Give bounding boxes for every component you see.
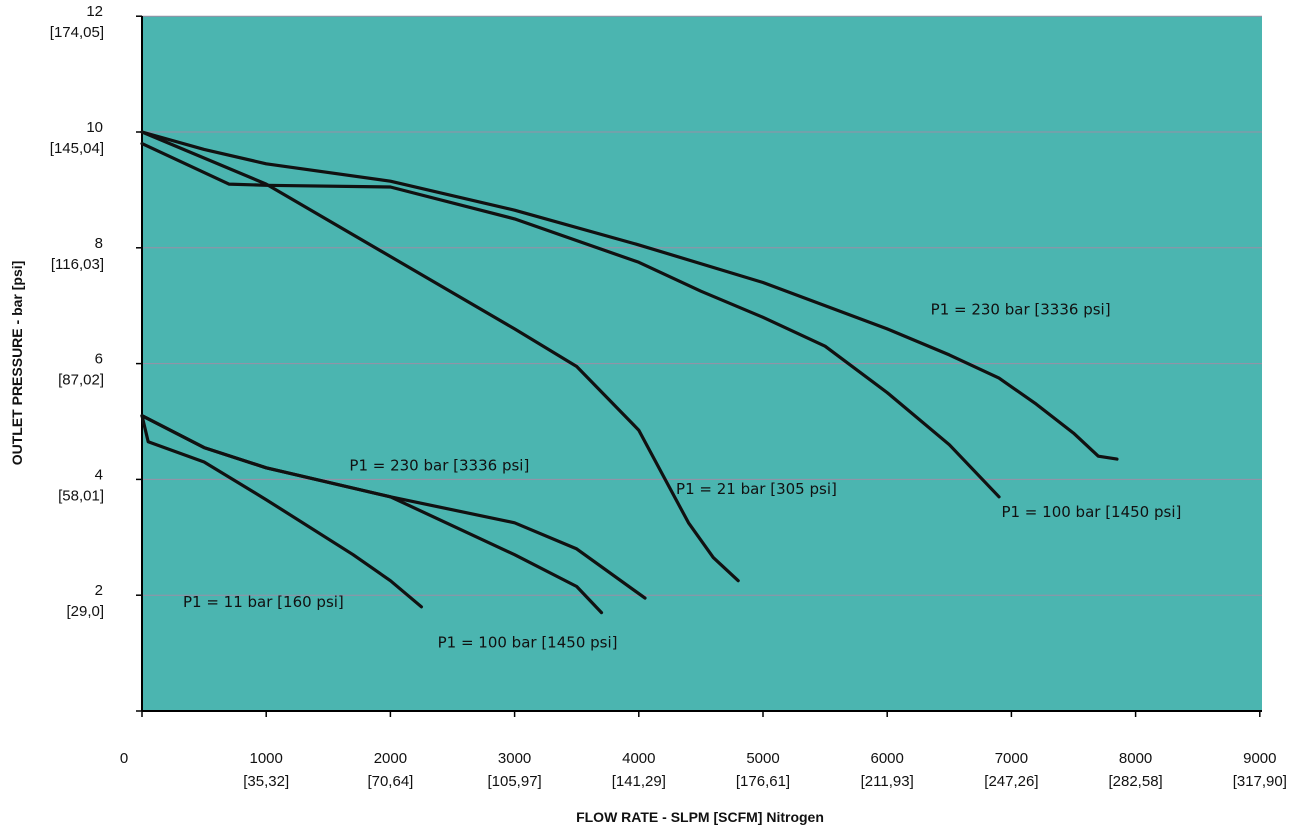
y-tick-label: 10 — [86, 119, 103, 136]
series-lines — [140, 130, 1119, 615]
x-tick-sublabel: [35,32] — [243, 773, 289, 790]
x-tick-label: 5000 — [746, 750, 779, 767]
x-tick-label: 8000 — [1119, 750, 1152, 767]
x-tick-label: 7000 — [995, 750, 1028, 767]
series-line — [140, 414, 423, 609]
gridlines — [142, 15, 1262, 596]
x-tick-labels: 0 1000 [35,32] 2000 [70,64] 3000 [105,97] 4000 [… — [120, 750, 1287, 790]
series-label: P1 = 11 bar [160 psi] — [183, 593, 344, 611]
y-tick-sublabel: [174,05] — [50, 24, 104, 41]
series-label: P1 = 230 bar [3336 psi] — [349, 457, 529, 475]
y-tick-sublabel: [145,04] — [50, 140, 104, 157]
x-tick-label: 6000 — [871, 750, 904, 767]
x-tick-sublabel: [141,29] — [612, 773, 666, 790]
y-tick-label: 6 — [95, 351, 103, 368]
series-label: P1 = 100 bar [1450 psi] — [1001, 503, 1181, 521]
x-tick-sublabel: [70,64] — [367, 773, 413, 790]
y-tick-sublabel: [116,03] — [51, 256, 104, 273]
series-line — [140, 414, 604, 615]
x-tick-sublabel: [317,90] — [1233, 773, 1287, 790]
series-line — [140, 130, 1119, 461]
y-axis-title: OUTLET PRESSURE - bar [psi] — [9, 261, 25, 466]
series-label: P1 = 21 bar [305 psi] — [676, 480, 837, 498]
x-tick-sublabel: [211,93] — [861, 773, 914, 790]
x-tick-sublabel: [176,61] — [736, 773, 790, 790]
x-tick-label: 9000 — [1243, 750, 1276, 767]
series-label: P1 = 230 bar [3336 psi] — [931, 300, 1111, 318]
x-axis-title: FLOW RATE - SLPM [SCFM] Nitrogen — [576, 809, 824, 825]
x-tick-label: 4000 — [622, 750, 655, 767]
x-tick-label: 2000 — [374, 750, 407, 767]
y-tick-label: 12 — [86, 3, 103, 20]
x-tick-sublabel: [247,26] — [984, 773, 1038, 790]
y-tick-sublabel: [29,0] — [66, 603, 104, 620]
x-tick-label: 1000 — [250, 750, 283, 767]
y-tick-labels: 2 [29,0] 4 [58,01] 6 [87,02] 8 [116,03] 10 [145,0… — [50, 3, 104, 620]
y-tick-sublabel: [87,02] — [58, 372, 104, 389]
y-tick-sublabel: [58,01] — [58, 487, 104, 504]
y-tick-label: 2 — [95, 582, 103, 599]
series-line — [140, 130, 740, 583]
series-labels: P1 = 230 bar [3336 psi] P1 = 100 bar [145… — [183, 300, 1181, 651]
x-tick-sublabel: [282,58] — [1108, 773, 1162, 790]
x-tick-sublabel: [105,97] — [487, 773, 541, 790]
series-line — [140, 142, 1001, 499]
y-tick-label: 8 — [95, 235, 103, 252]
x-tick-label: 3000 — [498, 750, 531, 767]
x-tick-label: 0 — [120, 750, 128, 767]
y-tick-label: 4 — [95, 466, 103, 483]
series-label: P1 = 100 bar [1450 psi] — [438, 633, 618, 651]
